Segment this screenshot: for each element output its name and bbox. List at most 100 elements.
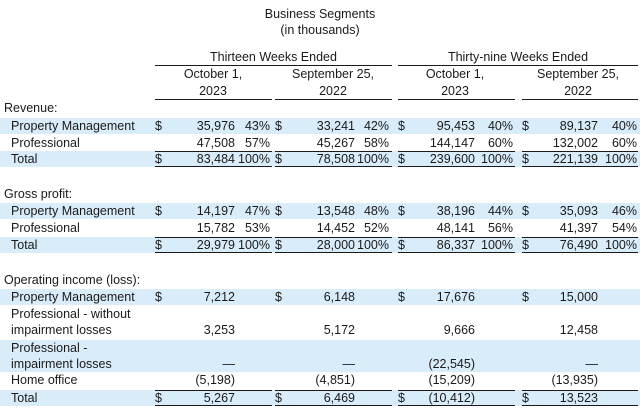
amount-value: 5,172 [323, 323, 355, 337]
total-top-rule [275, 151, 392, 152]
total-top-rule [398, 151, 515, 152]
amount-value: 144,147 [429, 136, 475, 150]
percent-value: 43% [244, 119, 270, 133]
amount-value: 13,523 [559, 391, 598, 405]
total-top-rule [275, 237, 392, 238]
period-rule [398, 65, 638, 66]
currency-symbol: $ [155, 238, 162, 252]
amount-value: 28,000 [316, 238, 355, 252]
currency-symbol: $ [398, 119, 405, 133]
currency-symbol: $ [398, 152, 405, 166]
amount-value: — [585, 357, 599, 371]
percent-value: 100% [357, 238, 389, 252]
currency-symbol: $ [522, 204, 529, 218]
percent-value: 46% [611, 204, 637, 218]
percent-value: 48% [363, 204, 389, 218]
total-top-rule [398, 390, 515, 391]
amount-value: 12,458 [559, 323, 598, 337]
total-top-rule [155, 237, 272, 238]
section-heading: Operating income (loss): [4, 273, 141, 287]
amount-value: 6,148 [323, 290, 355, 304]
total-bottom-rule [398, 166, 515, 167]
period-rule [155, 65, 392, 66]
amount-value: 76,490 [559, 238, 598, 252]
amount-value: 45,267 [316, 136, 355, 150]
column-header-line2: 2022 [564, 84, 592, 98]
currency-symbol: $ [155, 290, 162, 304]
amount-value: 132,002 [552, 136, 598, 150]
amount-value: 17,676 [436, 290, 475, 304]
row-label: Total [11, 391, 38, 405]
total-bottom-rule [155, 252, 272, 253]
currency-symbol: $ [398, 290, 405, 304]
row-label: Total [11, 238, 38, 252]
column-header-line2: 2023 [199, 84, 227, 98]
amount-value: 41,397 [559, 221, 598, 235]
currency-symbol: $ [522, 290, 529, 304]
row-label: Home office [11, 373, 78, 387]
amount-value: — [222, 357, 236, 371]
total-bottom-rule [275, 166, 392, 167]
currency-symbol: $ [398, 238, 405, 252]
currency-symbol: $ [522, 152, 529, 166]
amount-value: (15,209) [428, 373, 475, 387]
currency-symbol: $ [275, 152, 282, 166]
total-bottom-rule [275, 405, 392, 406]
total-bottom-rule [398, 405, 515, 406]
percent-value: 42% [363, 119, 389, 133]
percent-value: 100% [238, 152, 270, 166]
row-label: impairment losses [11, 357, 112, 371]
row-label: Professional - [11, 341, 88, 355]
total-top-rule [155, 151, 272, 152]
column-header-line1: September 25, [537, 67, 619, 81]
currency-symbol: $ [155, 391, 162, 405]
currency-symbol: $ [522, 119, 529, 133]
row-label: Property Management [11, 119, 135, 133]
column-header-line2: 2023 [441, 84, 469, 98]
percent-value: 52% [363, 221, 389, 235]
currency-symbol: $ [398, 391, 405, 405]
percent-value: 57% [244, 136, 270, 150]
row-band [0, 289, 640, 305]
amount-value: 38,196 [436, 204, 475, 218]
total-bottom-rule [522, 252, 638, 253]
row-label: Professional - without [11, 307, 131, 321]
currency-symbol: $ [275, 391, 282, 405]
amount-value: 47,508 [196, 136, 235, 150]
column-header-rule [155, 99, 272, 100]
row-label: Professional [11, 136, 80, 150]
amount-value: 83,484 [196, 152, 235, 166]
total-bottom-rule [275, 252, 392, 253]
total-top-rule [522, 390, 638, 391]
percent-value: 58% [363, 136, 389, 150]
percent-value: 100% [238, 238, 270, 252]
percent-value: 44% [487, 204, 513, 218]
percent-value: 40% [611, 119, 637, 133]
amount-value: 33,241 [316, 119, 355, 133]
row-label: Property Management [11, 290, 135, 304]
total-top-rule [522, 151, 638, 152]
row-label: Professional [11, 221, 80, 235]
percent-value: 100% [605, 238, 637, 252]
amount-value: 13,548 [316, 204, 355, 218]
amount-value: (5,198) [195, 373, 235, 387]
amount-value: 15,000 [559, 290, 598, 304]
amount-value: 95,453 [436, 119, 475, 133]
currency-symbol: $ [275, 204, 282, 218]
percent-value: 54% [611, 221, 637, 235]
period-header: Thirty-nine Weeks Ended [447, 50, 589, 64]
amount-value: (10,412) [428, 391, 475, 405]
amount-value: 89,137 [559, 119, 598, 133]
percent-value: 60% [487, 136, 513, 150]
row-band [0, 151, 640, 167]
amount-value: 3,253 [203, 323, 235, 337]
percent-value: 100% [481, 238, 513, 252]
amount-value: 14,197 [196, 204, 235, 218]
amount-value: (22,545) [428, 357, 475, 371]
column-header-line1: September 25, [292, 67, 374, 81]
amount-value: 78,508 [316, 152, 355, 166]
total-bottom-rule [522, 405, 638, 406]
currency-symbol: $ [275, 119, 282, 133]
currency-symbol: $ [275, 290, 282, 304]
currency-symbol: $ [155, 119, 162, 133]
